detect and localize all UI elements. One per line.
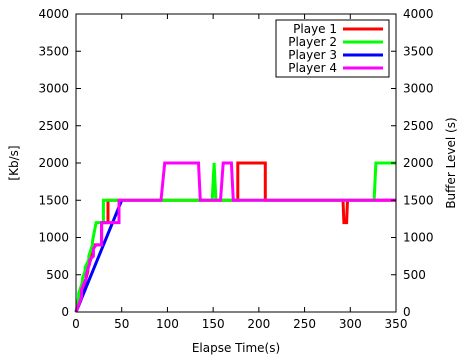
y-tick-label: 2500 (38, 119, 69, 133)
y-tick-label: 1500 (38, 193, 69, 207)
legend-label: Player 3 (288, 48, 337, 62)
y2-tick-label: 0 (403, 305, 411, 319)
y2-tick-label: 3000 (403, 82, 434, 96)
x-tick-label: 0 (72, 317, 80, 331)
x-tick-label: 50 (114, 317, 129, 331)
legend-label: Playe 1 (293, 22, 337, 36)
y-tick-label: 4000 (38, 7, 69, 21)
y2-tick-label: 4000 (403, 7, 434, 21)
y-tick-label: 0 (61, 305, 69, 319)
series-line-4 (76, 163, 396, 312)
series-line-2 (76, 163, 396, 312)
y2-tick-label: 2500 (403, 119, 434, 133)
y2-tick-label: 1500 (403, 193, 434, 207)
y2-axis-title: Buffer Level (s) (444, 117, 458, 208)
x-tick-label: 350 (385, 317, 408, 331)
y-tick-label: 500 (46, 268, 69, 282)
y-tick-label: 3000 (38, 82, 69, 96)
legend-label: Player 4 (288, 61, 337, 75)
x-tick-label: 150 (202, 317, 225, 331)
y2-tick-label: 1000 (403, 231, 434, 245)
series-line-1 (76, 163, 396, 312)
x-tick-label: 250 (293, 317, 316, 331)
x-tick-label: 300 (339, 317, 362, 331)
y2-tick-label: 500 (403, 268, 426, 282)
y2-tick-label: 3500 (403, 44, 434, 58)
y-tick-label: 1000 (38, 231, 69, 245)
series-layer (76, 163, 396, 312)
y2-tick-label: 2000 (403, 156, 434, 170)
x-axis-title: Elapse Time(s) (192, 341, 280, 355)
x-tick-label: 200 (247, 317, 270, 331)
y-tick-label: 2000 (38, 156, 69, 170)
y-tick-label: 3500 (38, 44, 69, 58)
y-ticks: 0 500 1000 1500 2000 2500 3000 3500 4000 (38, 7, 81, 319)
legend-label: Player 2 (288, 35, 337, 49)
y2-ticks: 0 500 1000 1500 2000 2500 3000 3500 4000 (391, 7, 434, 319)
x-tick-label: 100 (156, 317, 179, 331)
y-axis-title: [Kb/s] (7, 145, 21, 180)
